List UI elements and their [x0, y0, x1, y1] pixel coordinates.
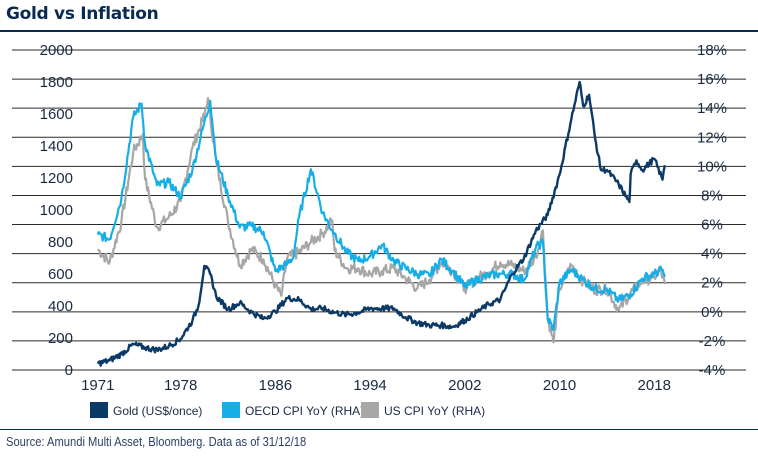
- right-axis-tick-label: -2%: [699, 333, 726, 350]
- legend-label: Gold (US$/once): [113, 404, 202, 418]
- right-axis-tick-label: 18%: [697, 42, 727, 59]
- title-divider: [0, 30, 758, 32]
- legend-label: OECD CPI YoY (RHA): [245, 404, 364, 418]
- x-axis-tick-label: 1986: [259, 377, 292, 394]
- x-axis-tick-label: 1978: [164, 377, 197, 394]
- right-axis-tick-label: 8%: [701, 187, 723, 204]
- right-axis-tick-label: 10%: [697, 158, 727, 175]
- right-axis-ticks: -4% -2% 0% 2% 4% 6% 8% 10% 12% 14% 16% 18%: [697, 42, 727, 379]
- legend-swatch: [90, 402, 108, 418]
- right-axis-tick-label: 14%: [697, 100, 727, 117]
- x-axis-tick-label: 2002: [448, 377, 481, 394]
- left-axis-tick-label: 0: [65, 362, 73, 379]
- source-note: Source: Amundi Multi Asset, Bloomberg. D…: [6, 434, 307, 449]
- series-line-oecd-cpi: [96, 99, 666, 331]
- right-axis-tick-label: 16%: [697, 71, 727, 88]
- series-line-gold: [96, 80, 667, 367]
- right-axis-tick-label: 4%: [701, 246, 723, 263]
- left-axis-tick-label: 800: [48, 234, 73, 251]
- left-axis-tick-label: 1400: [40, 138, 73, 155]
- gridlines: [12, 49, 746, 371]
- left-axis-ticks: 0 200 400 600 800 1000 1200 1400 1600 1800 2000: [40, 42, 73, 379]
- right-axis-tick-label: 0%: [701, 304, 723, 321]
- x-axis-tick-label: 2010: [543, 377, 576, 394]
- x-axis-tick-label: 2018: [638, 377, 671, 394]
- x-axis-tick-label: 1971: [81, 377, 114, 394]
- left-axis-tick-label: 1800: [40, 74, 73, 91]
- legend-swatch: [222, 402, 240, 418]
- x-axis-tick-label: 1994: [353, 377, 386, 394]
- right-axis-tick-label: 12%: [697, 129, 727, 146]
- right-axis-tick-label: 2%: [701, 275, 723, 292]
- legend-label: US CPI YoY (RHA): [384, 404, 485, 418]
- x-axis-ticks: 1971 1978 1986 1994 2002 2010 2018: [81, 377, 671, 394]
- footer-divider: [0, 429, 758, 430]
- left-axis-tick-label: 400: [48, 298, 73, 315]
- right-axis-tick-label: 6%: [701, 217, 723, 234]
- series-lines: [96, 80, 667, 367]
- series-line-us-cpi: [96, 96, 666, 344]
- right-axis-tick-label: -4%: [699, 362, 726, 379]
- left-axis-tick-label: 1200: [40, 170, 73, 187]
- legend-swatch: [361, 402, 379, 418]
- left-axis-tick-label: 2000: [40, 42, 73, 59]
- left-axis-tick-label: 200: [48, 330, 73, 347]
- gold-vs-inflation-chart: 0 200 400 600 800 1000 1200 1400 1600 1800 2000 -4…: [12, 42, 746, 418]
- legend: Gold (US$/once) OECD CPI YoY (RHA) US CPI …: [90, 402, 485, 418]
- left-axis-tick-label: 1600: [40, 106, 73, 123]
- left-axis-tick-label: 600: [48, 266, 73, 283]
- chart-title: Gold vs Inflation: [6, 4, 159, 24]
- left-axis-tick-label: 1000: [40, 202, 73, 219]
